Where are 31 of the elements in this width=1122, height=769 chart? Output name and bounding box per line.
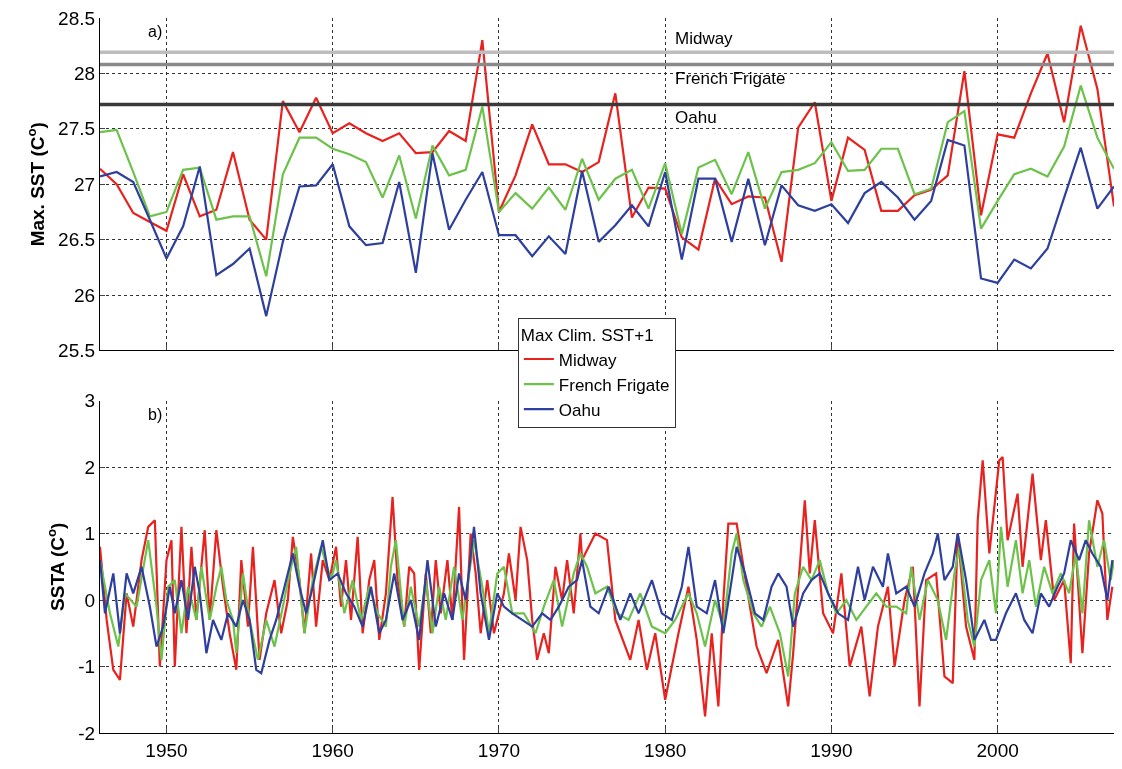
x-tick-label: 1970 [477,739,521,761]
x-tick-label: 1980 [644,739,687,761]
legend-label: Oahu [558,400,601,420]
y-tick-label: 3 [84,390,96,412]
line-series [100,455,1114,718]
y-tick-label: 26.5 [58,229,96,251]
x-tick-label: 1990 [810,739,853,761]
x-tick-label: 1950 [145,739,188,761]
y-tick-label: 28 [73,63,96,85]
legend-label: French Frigate [558,375,670,395]
ref-line-label: Midway [675,29,734,48]
y-tick-label: 0 [84,589,96,611]
line-series [100,138,1114,318]
line-series [100,24,1114,263]
y-tick-label: -1 [78,656,96,678]
legend-label: Midway [558,350,617,370]
annotation: a) [148,23,163,40]
y-tick-label: 26 [73,284,96,306]
x-tick-label: 2000 [976,739,1019,761]
y-tick-label: 25.5 [58,340,96,362]
y-tick-label: 28.5 [58,7,96,29]
y-tick-label: 27.5 [58,118,96,140]
y-tick-label: 2 [84,456,96,478]
ref-line-label: Oahu [675,108,717,127]
y-tick-label: 27 [73,173,96,195]
annotation: b) [148,406,163,423]
y-tick-label: 1 [84,523,96,545]
x-tick-label: 1960 [311,739,354,761]
ref-line-label: French Frigate [675,69,786,88]
legend-title: Max Clim. SST+1 [520,326,654,346]
y-tick-label: -2 [78,722,96,744]
